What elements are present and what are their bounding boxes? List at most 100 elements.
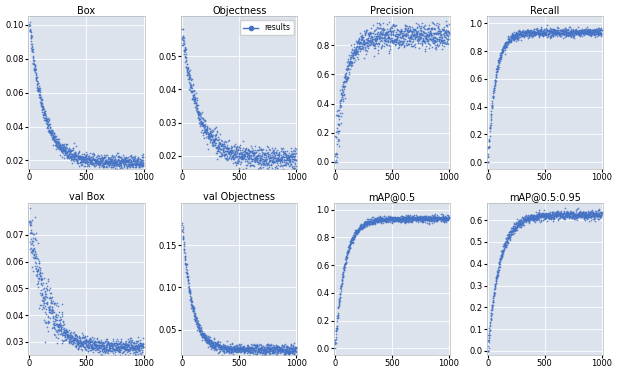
results	[83, 159, 93, 165]
results	[442, 40, 452, 46]
results	[227, 349, 237, 355]
results	[505, 38, 515, 44]
results	[423, 217, 433, 223]
results	[374, 36, 384, 42]
results	[536, 26, 546, 32]
results	[415, 37, 425, 43]
results	[213, 142, 222, 148]
results	[549, 31, 559, 37]
results	[39, 109, 49, 115]
results	[198, 132, 208, 138]
results	[508, 225, 518, 231]
results	[540, 212, 550, 218]
results	[595, 215, 604, 221]
results	[518, 215, 528, 221]
results	[405, 219, 415, 225]
results	[557, 210, 567, 216]
results	[509, 34, 519, 40]
results	[490, 286, 500, 292]
results	[352, 229, 362, 234]
results	[585, 27, 595, 33]
results	[376, 219, 386, 225]
results	[57, 324, 67, 330]
results	[57, 150, 67, 156]
results	[286, 349, 295, 355]
results	[507, 34, 517, 40]
results	[576, 27, 586, 33]
results	[210, 344, 220, 350]
results	[420, 214, 430, 220]
results	[540, 211, 549, 217]
results	[39, 109, 49, 115]
results	[522, 28, 532, 34]
results	[129, 340, 139, 346]
results	[332, 113, 342, 119]
results	[546, 215, 556, 221]
results	[562, 211, 572, 217]
results	[280, 151, 290, 157]
results	[182, 64, 192, 70]
results	[267, 159, 277, 165]
results	[104, 350, 114, 356]
results	[253, 347, 263, 353]
results	[350, 229, 360, 235]
results	[40, 316, 49, 322]
results	[422, 216, 432, 222]
results	[199, 331, 209, 337]
results	[67, 156, 77, 162]
results	[400, 33, 410, 39]
results	[591, 210, 601, 216]
results	[499, 44, 509, 50]
results	[35, 92, 44, 98]
results	[559, 30, 569, 36]
results	[561, 213, 570, 219]
results	[178, 224, 188, 230]
results	[187, 302, 197, 308]
results	[187, 303, 197, 309]
results	[246, 348, 256, 354]
results	[229, 347, 239, 353]
results	[85, 150, 95, 156]
results	[347, 62, 357, 68]
results	[258, 162, 268, 168]
results	[110, 158, 120, 164]
results	[125, 348, 135, 354]
results	[564, 31, 574, 37]
results	[268, 156, 278, 162]
results	[443, 36, 453, 42]
results	[200, 332, 210, 338]
results	[591, 30, 601, 36]
results	[217, 151, 227, 157]
results	[40, 115, 49, 121]
results	[365, 31, 375, 37]
results	[270, 155, 280, 161]
results	[107, 157, 117, 163]
results	[96, 343, 106, 349]
results	[396, 38, 405, 44]
results	[516, 32, 526, 38]
results	[334, 137, 344, 142]
results	[186, 305, 196, 311]
results	[421, 217, 431, 223]
results	[198, 129, 208, 135]
results	[30, 68, 40, 74]
results	[366, 218, 376, 224]
results	[589, 217, 599, 223]
results	[532, 211, 542, 217]
results	[383, 29, 393, 35]
results	[263, 343, 273, 349]
results	[538, 217, 548, 223]
results	[393, 31, 403, 37]
results	[333, 310, 343, 316]
results	[493, 270, 502, 276]
results	[51, 321, 61, 327]
results	[137, 162, 147, 168]
results	[128, 350, 138, 356]
results	[118, 344, 128, 350]
results	[221, 139, 231, 145]
results	[345, 240, 355, 246]
results	[255, 156, 265, 162]
results	[240, 346, 250, 352]
results	[380, 215, 390, 221]
results	[33, 78, 43, 84]
